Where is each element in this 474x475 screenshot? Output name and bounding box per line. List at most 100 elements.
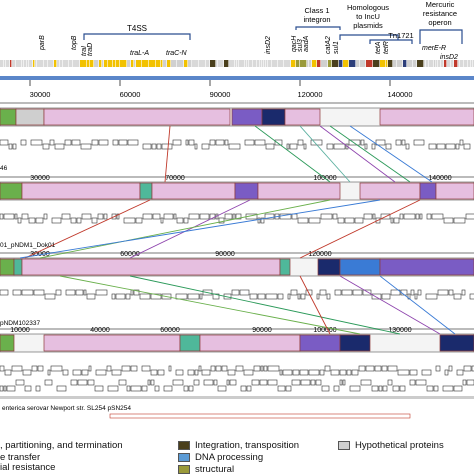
cds — [240, 385, 247, 392]
cds — [316, 293, 320, 300]
cds — [130, 365, 138, 372]
cds — [224, 139, 229, 146]
cds — [11, 365, 23, 372]
cds — [188, 139, 195, 146]
cds — [4, 369, 12, 376]
cds — [251, 379, 260, 386]
homology-block — [43, 108, 231, 126]
gene-block — [291, 60, 296, 67]
gene-block — [10, 60, 12, 67]
gene-block — [235, 60, 237, 67]
cds — [21, 289, 34, 296]
gene-block — [447, 60, 451, 67]
gene-label-12: sul1 — [333, 41, 340, 54]
gene-block — [120, 60, 127, 67]
homology-link — [254, 125, 331, 183]
cds — [465, 213, 474, 220]
gene-block — [266, 60, 268, 67]
homology-block — [139, 182, 153, 200]
cds — [193, 379, 200, 386]
gene-block — [54, 60, 57, 67]
cds — [348, 139, 361, 146]
ruler-bar — [0, 76, 474, 80]
gene-block — [429, 60, 434, 67]
cds — [97, 213, 104, 220]
cds — [282, 369, 293, 376]
gene-block — [278, 60, 284, 67]
homology-link — [299, 125, 351, 183]
cds — [142, 213, 153, 220]
homology-block — [257, 182, 341, 200]
homology-block — [43, 334, 181, 352]
gene-block — [177, 60, 184, 67]
cds — [130, 289, 134, 296]
cds — [341, 289, 353, 296]
cds — [259, 379, 268, 386]
cds — [471, 365, 474, 372]
gene-block — [24, 60, 27, 67]
cds — [91, 217, 98, 224]
homology-block — [0, 108, 17, 126]
region-incu: Homologous to IncU plasmids — [339, 3, 399, 40]
track-3 — [0, 252, 474, 300]
gene-label-16: insD2 — [440, 54, 458, 61]
cds — [56, 385, 67, 392]
cds — [461, 289, 466, 296]
cds — [243, 369, 254, 376]
cds — [358, 365, 366, 372]
cds — [210, 365, 216, 372]
legend: , partitioning, and termination e transf… — [0, 440, 474, 475]
gene-block — [99, 60, 102, 67]
gene-block — [471, 60, 473, 67]
cds — [22, 369, 32, 376]
cds — [43, 213, 48, 220]
cds — [397, 369, 410, 376]
cds — [163, 213, 174, 220]
track-2 — [0, 176, 474, 224]
gene-block — [90, 60, 94, 67]
cds — [0, 139, 9, 146]
gene-block — [4, 60, 6, 67]
cds — [409, 379, 416, 386]
cds — [239, 289, 250, 296]
homology-link — [164, 125, 171, 183]
gene-block — [262, 60, 264, 67]
cds — [407, 293, 411, 300]
gene-block — [192, 60, 199, 67]
cds — [65, 289, 76, 296]
gene-block — [188, 60, 192, 67]
cds — [463, 143, 471, 150]
cds — [362, 289, 372, 296]
gene-block — [413, 60, 417, 67]
cds — [445, 143, 456, 150]
gene-block — [296, 60, 300, 67]
region-tn1721: Tn1721 — [369, 31, 414, 44]
cds — [12, 143, 17, 150]
homology-link — [59, 275, 361, 335]
gene-block — [29, 60, 33, 67]
track-5 — [0, 379, 474, 419]
cds — [135, 217, 143, 224]
cds — [229, 379, 237, 386]
cds — [371, 293, 382, 300]
gene-block — [12, 60, 16, 67]
gene-block — [113, 60, 116, 67]
cds — [126, 385, 131, 392]
cds — [381, 293, 391, 300]
gene-label-10: aadA — [303, 35, 310, 52]
gene-label-15: merE-R — [422, 45, 446, 52]
cds — [201, 143, 210, 150]
cds — [371, 143, 376, 150]
cds — [277, 293, 284, 300]
cds — [401, 139, 406, 146]
homology-block — [359, 182, 421, 200]
homology-block — [261, 108, 286, 126]
track-1 — [0, 102, 474, 150]
gene-block — [142, 60, 149, 67]
gene-strip — [0, 60, 474, 67]
cds — [217, 385, 227, 392]
cds — [260, 365, 264, 372]
cds — [291, 379, 301, 386]
cds — [213, 379, 218, 386]
cds — [290, 289, 298, 296]
